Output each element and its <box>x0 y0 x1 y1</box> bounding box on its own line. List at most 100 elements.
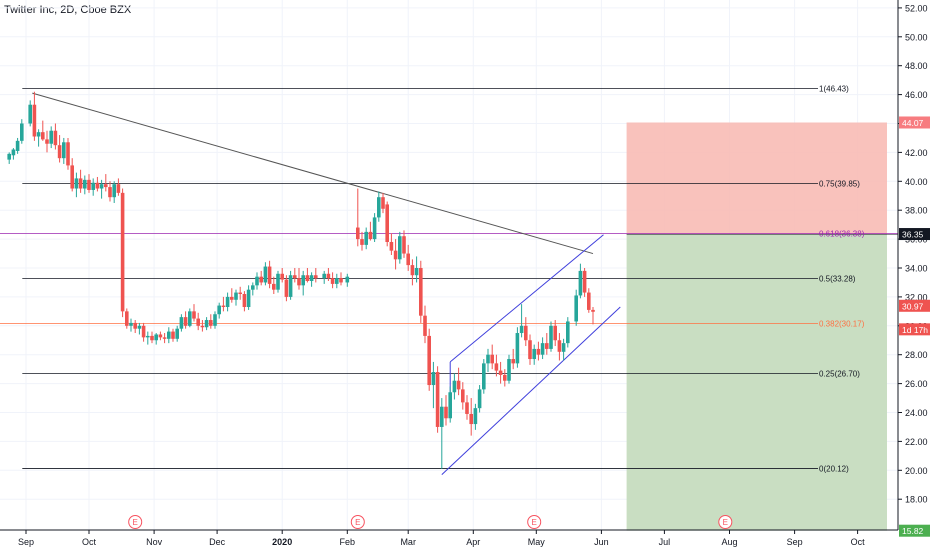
candle-body <box>192 311 196 319</box>
x-tick-label: May <box>528 537 546 547</box>
price-tags: 44.07 36.35 30.97 1d 17h 15.82 <box>899 116 930 537</box>
candle-body <box>345 276 350 283</box>
candle-body <box>150 335 154 341</box>
candle-body <box>137 325 142 329</box>
candle-body <box>482 363 486 390</box>
candles <box>7 91 595 469</box>
candle-body <box>255 276 259 286</box>
x-tick-label: Jun <box>594 537 609 547</box>
candle-body <box>456 380 461 390</box>
candle-body <box>591 309 595 312</box>
candle-body <box>368 231 373 240</box>
candle-body <box>469 413 473 425</box>
candle-body <box>272 283 276 290</box>
candle-body <box>133 322 137 329</box>
candle-body <box>452 380 457 393</box>
candle-body <box>444 406 448 419</box>
x-tick-label: Jul <box>659 537 671 547</box>
x-tick-label: Oct <box>851 537 866 547</box>
candle-body <box>322 273 326 279</box>
candle-body <box>154 334 158 341</box>
y-tick-label: 20.00 <box>905 466 928 476</box>
candle-body <box>293 275 297 279</box>
x-tick-label: Sep <box>18 537 34 547</box>
candle-body <box>259 276 263 283</box>
candle-body <box>91 182 95 190</box>
y-tick-label: 28.00 <box>905 350 928 360</box>
candle-body <box>242 294 247 308</box>
earnings-marker-label: E <box>723 518 728 527</box>
candle-body <box>200 325 205 328</box>
x-tick-label: 2020 <box>272 537 292 547</box>
price-tag-label: 36.35 <box>902 230 924 240</box>
candle-body <box>494 363 499 371</box>
candle-body <box>246 289 251 308</box>
earnings-marker <box>527 515 542 529</box>
candle-body <box>112 184 116 198</box>
descending-trendline <box>32 92 594 255</box>
candle-body <box>116 184 121 193</box>
price-tag-label: 15.82 <box>902 526 924 536</box>
candle-body <box>314 275 318 279</box>
candle-body <box>465 402 469 414</box>
channel-upper-line <box>449 234 604 363</box>
candle-body <box>108 187 112 198</box>
candle-body <box>473 408 478 425</box>
candle-body <box>20 123 24 141</box>
candle-body <box>309 275 314 282</box>
y-tick-label: 46.00 <box>905 90 928 100</box>
y-tick-label: 32.00 <box>905 292 928 302</box>
price-tag-label: 1d 17h <box>902 325 928 335</box>
candle-body <box>171 331 175 339</box>
candle-body <box>129 322 133 326</box>
candle-body <box>427 335 431 386</box>
price-tag-target <box>899 524 930 537</box>
candle-body <box>486 354 490 364</box>
candle-body <box>263 266 268 283</box>
candle-body <box>519 325 524 334</box>
candle-body <box>360 239 364 245</box>
candle-body <box>498 370 503 375</box>
x-tick-label: Mar <box>400 537 416 547</box>
y-tick-label: 52.00 <box>905 3 928 13</box>
x-tick-label: Aug <box>721 537 737 547</box>
candle-body <box>45 139 49 144</box>
candle-body <box>104 184 108 188</box>
candle-body <box>238 292 242 295</box>
price-axis[interactable]: 18.0020.0022.0024.0026.0028.0030.0032.00… <box>897 0 928 530</box>
candle-body <box>587 292 591 310</box>
candle-body <box>297 278 301 286</box>
y-tick-label: 22.00 <box>905 437 928 447</box>
candle-body <box>32 104 37 137</box>
price-tag-label: 30.97 <box>902 301 924 311</box>
price-tag-entry <box>899 228 930 241</box>
candle-body <box>188 311 192 326</box>
candle-body <box>167 331 171 339</box>
candle-body <box>553 325 557 341</box>
candle-body <box>335 278 339 284</box>
candle-body <box>566 321 570 344</box>
candle-body <box>385 204 389 242</box>
candle-body <box>536 348 541 355</box>
fib-level-label: 1(46.43) <box>819 84 849 93</box>
time-axis[interactable]: Sep Oct Nov Dec 2020 Feb Mar Apr May Jun Jul Aug Sep… <box>0 529 898 547</box>
earnings-marker <box>350 515 365 529</box>
candle-body <box>276 273 280 290</box>
price-tag-stop <box>899 116 930 129</box>
x-tick-label: Sep <box>787 537 803 547</box>
drawn-lines <box>32 92 621 475</box>
candle-body <box>209 320 213 326</box>
candle-body <box>339 278 343 283</box>
price-tag-price <box>899 299 930 312</box>
candle-body <box>204 320 209 328</box>
candle-body <box>175 328 179 339</box>
earnings-marker-label: E <box>532 518 537 527</box>
candle-body <box>53 130 58 146</box>
candle-body <box>36 132 41 137</box>
earnings-marker <box>718 515 733 529</box>
candle-body <box>146 335 150 338</box>
y-tick-label: 40.00 <box>905 177 928 187</box>
x-tick-label: Feb <box>340 537 356 547</box>
